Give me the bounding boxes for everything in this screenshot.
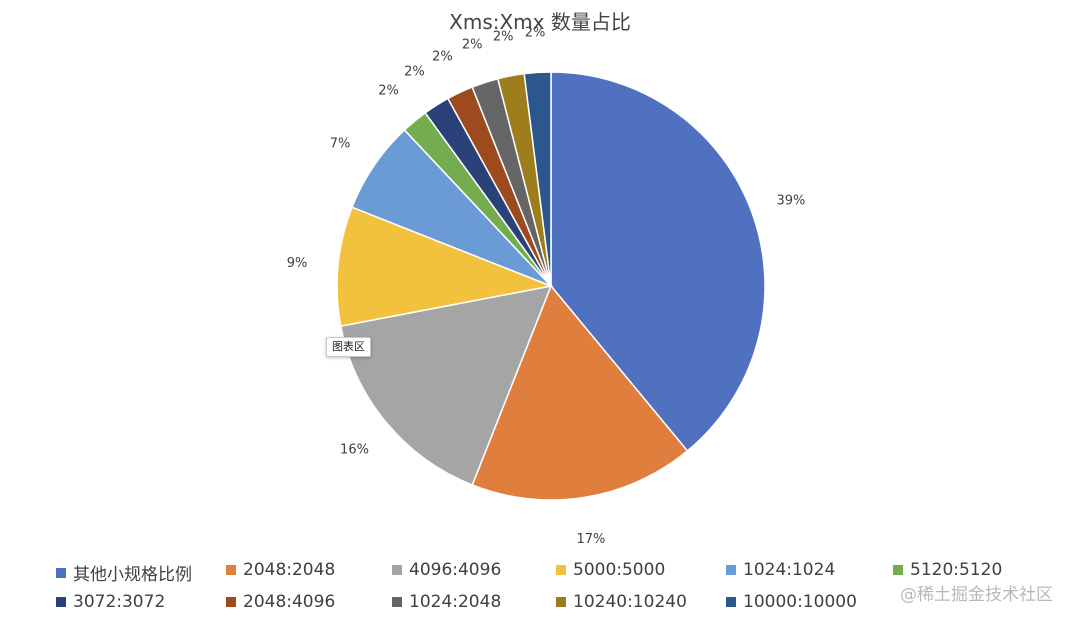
- pie-slice[interactable]: [336, 206, 554, 327]
- slice-value-label: 2%: [493, 30, 514, 45]
- slice-value-label: 2%: [404, 65, 425, 80]
- slice-value-label: 17%: [576, 532, 605, 547]
- pie-slice[interactable]: [550, 71, 766, 452]
- slice-value-label: 2%: [525, 26, 546, 41]
- watermark: @稀土掘金技术社区: [900, 585, 1053, 605]
- slice-value-label: 16%: [340, 443, 369, 458]
- slice-value-label: 2%: [378, 84, 399, 99]
- slice-value-label: 39%: [776, 194, 805, 209]
- slice-value-label: 2%: [432, 49, 453, 64]
- chart-title: Xms:Xmx 数量占比: [449, 10, 631, 34]
- slice-value-label: 7%: [330, 137, 351, 152]
- pie-slice[interactable]: [523, 71, 552, 287]
- slice-value-label: 9%: [287, 256, 308, 271]
- pie-slice[interactable]: [471, 284, 689, 501]
- chart-area-tooltip: 图表区: [326, 337, 371, 357]
- slice-value-label: 2%: [462, 38, 483, 53]
